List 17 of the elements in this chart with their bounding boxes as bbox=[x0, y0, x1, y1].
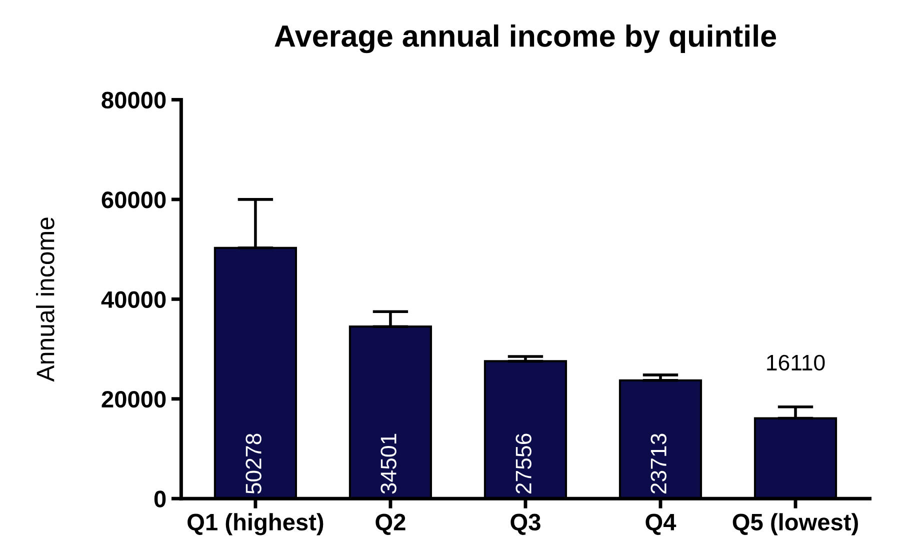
x-tick-label: Q4 bbox=[646, 514, 676, 535]
data-label: 27556 bbox=[516, 434, 532, 494]
data-label: 50278 bbox=[246, 434, 262, 494]
y-axis-title: Annual income bbox=[36, 218, 54, 382]
data-label: 23713 bbox=[650, 434, 666, 494]
data-label: 16110 bbox=[767, 354, 825, 371]
y-tick-label: 40000 bbox=[101, 291, 166, 308]
y-tick-label: 20000 bbox=[102, 390, 166, 408]
y-tick-label: 80000 bbox=[102, 92, 166, 109]
x-tick-label: Q2 bbox=[376, 514, 406, 535]
y-tick-label: 60000 bbox=[102, 192, 166, 208]
x-tick-label: Q1 (highest) bbox=[188, 513, 324, 536]
chart-title: Average annual income by quintile bbox=[274, 24, 776, 54]
y-tick-label: 0 bbox=[154, 490, 166, 508]
x-tick-label: Q3 bbox=[510, 514, 540, 535]
x-tick-label: Q5 (lowest) bbox=[732, 513, 858, 536]
data-label: 34501 bbox=[380, 434, 396, 494]
